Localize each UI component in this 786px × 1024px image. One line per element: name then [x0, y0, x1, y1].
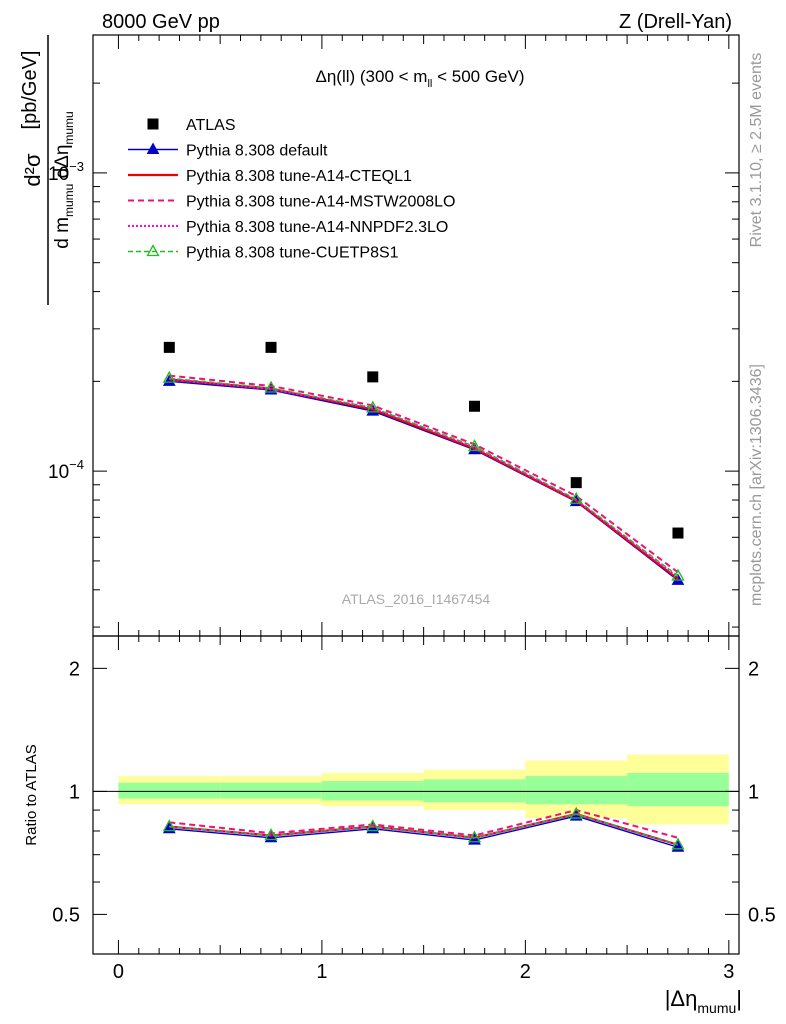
rivet-label: Rivet 3.1.10, ≥ 2.5M events — [748, 53, 765, 248]
y-tick-label-ratio-right: 0.5 — [748, 904, 776, 926]
ratio-frame — [92, 635, 740, 955]
legend-label: Pythia 8.308 tune-A14-CTEQL1 — [186, 168, 412, 185]
ratio-point-cuetp — [569, 806, 583, 819]
ratio-band-inner — [220, 782, 322, 799]
series-point-cuetp — [162, 370, 176, 383]
legend: ATLAS Pythia 8.308 default Pythia 8.308 tu… — [128, 117, 455, 262]
series-nnpdf — [169, 377, 679, 578]
ratio-band-inner — [321, 781, 424, 801]
y-axis-label-main: d²σ d mmumu dΔηmumu — [20, 35, 76, 305]
ratio-point-cuetp — [162, 819, 176, 832]
y-tick-label-ratio-left: 2 — [69, 658, 80, 680]
ratio-band-inner — [118, 782, 221, 799]
series-atlas — [163, 341, 684, 539]
ratio-line-default — [169, 815, 679, 848]
ratio-point-cuetp — [264, 828, 278, 841]
legend-label: Pythia 8.308 tune-A14-MSTW2008LO — [186, 194, 455, 211]
legend-label: Pythia 8.308 tune-CUETP8S1 — [186, 245, 399, 262]
ratio-line-cuetp — [169, 813, 679, 846]
x-tick-label: 2 — [520, 961, 531, 983]
x-tick-label: 3 — [723, 961, 734, 983]
y-tick-label-ratio-left: 1 — [69, 781, 80, 803]
legend-item-atlas: ATLAS — [147, 117, 236, 134]
x-tick-label: 1 — [316, 961, 327, 983]
series-cuetp — [162, 370, 685, 581]
atlas-data-point — [570, 477, 582, 489]
plot-title-sub: ll — [427, 78, 432, 90]
series-line-mstw — [169, 374, 679, 574]
y-tick-label-main: 10−4 — [48, 457, 84, 483]
atlas-data-point — [163, 341, 175, 353]
legend-marker-cuetp — [146, 244, 160, 257]
series-point-cuetp — [671, 568, 685, 581]
axis-ticks: 0 1 2 3 10−3 10−4 2 2 1 1 0.5 0.5 — [48, 35, 776, 983]
x-label-end: | — [736, 986, 742, 1011]
series-point-cuetp — [264, 380, 278, 393]
mcplots-label: mcplots.cern.ch [arXiv:1306.3436] — [748, 364, 765, 606]
series-line-default — [169, 380, 679, 581]
ratio-point-cuetp — [671, 837, 685, 850]
y-label-den-sub2: mumu — [62, 111, 76, 144]
legend-item-nnpdf: Pythia 8.308 tune-A14-NNPDF2.3LO — [128, 219, 448, 236]
legend-item-default: Pythia 8.308 default — [128, 142, 328, 160]
x-tick-label: 0 — [113, 961, 124, 983]
y-axis-label-ratio: Ratio to ATLAS — [23, 744, 40, 845]
series-point-cuetp — [467, 439, 482, 452]
legend-label: Pythia 8.308 default — [186, 143, 328, 160]
plot-title: Δη(ll) (300 < mll < 500 GeV) — [315, 67, 524, 90]
plot-title-rest: < 500 GeV) — [432, 67, 524, 86]
series-line-cteql1 — [169, 378, 679, 580]
ratio-point-cuetp — [467, 830, 482, 843]
legend-label: Pythia 8.308 tune-A14-NNPDF2.3LO — [186, 219, 448, 236]
y-label-den-sub: mumu — [62, 184, 76, 217]
x-label-sub: mumu — [697, 1000, 736, 1016]
y-label-numerator: d²σ — [20, 153, 45, 187]
series-line-nnpdf — [169, 377, 679, 578]
series-mstw — [169, 374, 679, 574]
ratio-band-inner — [423, 779, 526, 803]
atlas-data-point — [265, 341, 277, 353]
legend-item-cteql1: Pythia 8.308 tune-A14-CTEQL1 — [128, 168, 412, 185]
ratio-line-mstw — [169, 809, 679, 839]
main-series-layer — [162, 341, 685, 585]
ratio-band-layer — [93, 754, 739, 825]
ratio-point-cuetp — [366, 819, 380, 832]
header-left: 8000 GeV pp — [102, 11, 220, 33]
legend-item-mstw: Pythia 8.308 tune-A14-MSTW2008LO — [128, 194, 455, 211]
x-label-main: |Δη — [665, 986, 698, 1011]
atlas-data-point — [468, 400, 480, 412]
series-cteql1 — [169, 378, 679, 580]
legend-marker-default — [146, 142, 160, 154]
y-label-denominator: d mmumu dΔηmumu — [52, 111, 76, 248]
y-label-unit: [pb/GeV] — [19, 51, 41, 130]
y-tick-label-ratio-right: 1 — [748, 781, 759, 803]
y-tick-label-ratio-left: 0.5 — [52, 904, 80, 926]
ratio-band-inner — [627, 772, 729, 807]
header-right: Z (Drell-Yan) — [619, 11, 732, 33]
series-line-cuetp — [169, 377, 679, 577]
series-point-cuetp — [569, 491, 583, 504]
legend-item-cuetp: Pythia 8.308 tune-CUETP8S1 — [128, 244, 399, 262]
atlas-data-point — [367, 371, 379, 383]
analysis-watermark: ATLAS_2016_I1467454 — [342, 591, 491, 607]
x-axis-label: |Δηmumu| — [665, 986, 742, 1016]
series-default — [162, 374, 685, 585]
series-point-cuetp — [366, 400, 380, 413]
ratio-series-mstw — [169, 809, 679, 839]
y-label-den-mid: dΔη — [52, 145, 73, 184]
ratio-band-inner — [525, 776, 628, 805]
ratio-series-cuetp — [162, 806, 685, 850]
y-label-den-main: d m — [52, 217, 73, 249]
atlas-data-point — [672, 527, 684, 539]
y-tick-label-main: 10−3 — [48, 159, 84, 185]
legend-label: ATLAS — [186, 117, 236, 134]
legend-marker-atlas — [147, 118, 159, 130]
plot-title-main: Δη(ll) (300 < m — [315, 67, 427, 86]
ratio-series-layer — [162, 806, 685, 852]
y-tick-label-ratio-right: 2 — [748, 658, 759, 680]
